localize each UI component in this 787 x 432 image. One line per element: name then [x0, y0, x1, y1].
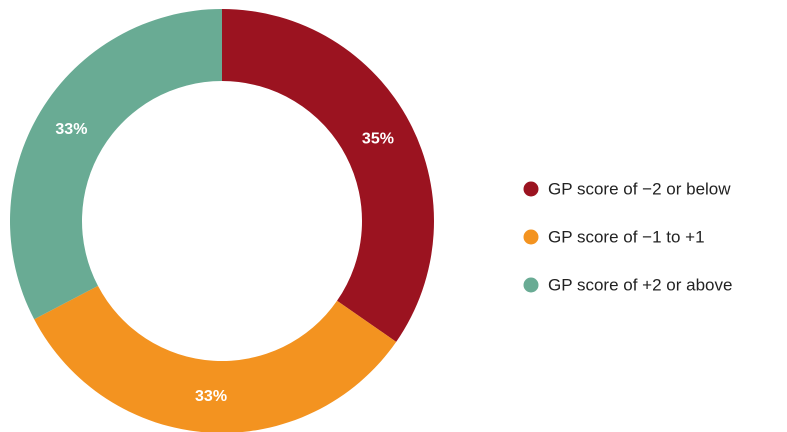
value-label: 33% — [195, 388, 227, 405]
legend-label: GP score of −2 or below — [548, 179, 731, 198]
legend-swatch — [523, 277, 539, 293]
value-label: 35% — [362, 131, 394, 148]
donut-segment — [34, 285, 397, 432]
donut-segment — [222, 9, 434, 342]
donut-segment — [9, 9, 222, 320]
legend-swatch — [523, 229, 539, 245]
legend-label: GP score of −1 to +1 — [548, 227, 705, 246]
legend-swatch — [523, 181, 539, 197]
legend-label: GP score of +2 or above — [548, 275, 732, 294]
value-label: 33% — [55, 121, 87, 138]
